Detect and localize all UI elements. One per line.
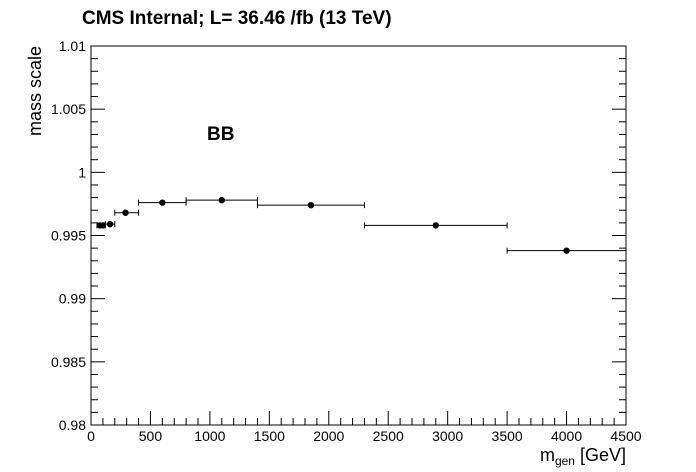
- y-tick-label: 1: [78, 164, 86, 180]
- data-point: [506, 247, 627, 254]
- data-marker: [99, 222, 107, 229]
- data-marker: [159, 199, 166, 206]
- x-axis-title-main: m: [540, 445, 555, 465]
- data-point: [114, 209, 140, 216]
- y-tick-label: 1.005: [51, 101, 86, 117]
- x-tick-label: 0: [87, 428, 95, 444]
- x-tick-label: 1000: [194, 428, 225, 444]
- data-point: [256, 201, 365, 209]
- y-tick-label: 0.985: [51, 354, 86, 370]
- x-tick-label: 4000: [551, 428, 582, 444]
- data-marker: [307, 201, 315, 209]
- x-tick-label: 3000: [432, 428, 463, 444]
- y-tick-label: 1.01: [59, 38, 86, 54]
- x-tick-label: 1500: [254, 428, 285, 444]
- x-tick-label: 4500: [610, 428, 641, 444]
- x-axis: 0 500 1000 1500 2000 2500 3000 3500 4000 4500: [87, 411, 642, 444]
- x-tick-label: 2000: [313, 428, 344, 444]
- x-axis-title-unit: [GeV]: [575, 445, 626, 465]
- x-axis-title-sub: gen: [555, 454, 575, 468]
- x-axis-title: mgen [GeV]: [540, 445, 626, 468]
- data-marker: [218, 196, 225, 204]
- plot-frame: [90, 45, 627, 426]
- data-point: [138, 199, 187, 206]
- region-annotation: BB: [207, 124, 234, 145]
- data-point: [185, 196, 258, 204]
- data-marker: [563, 247, 570, 254]
- data-marker: [106, 220, 114, 228]
- y-tick-label: 0.995: [51, 228, 86, 244]
- x-tick-label: 2500: [373, 428, 404, 444]
- data-marker: [122, 209, 129, 216]
- data-point: [363, 222, 508, 229]
- y-tick-label: 0.99: [59, 291, 86, 307]
- y-tick-label: 0.98: [59, 417, 86, 433]
- data-series: [96, 196, 627, 254]
- x-tick-label: 3500: [492, 428, 523, 444]
- y-axis: 0.98 0.985 0.99 0.995 1 1.005 1.01: [51, 38, 626, 433]
- y-axis-title: mass scale: [25, 46, 45, 136]
- data-point: [104, 220, 116, 228]
- data-marker: [432, 222, 439, 229]
- x-tick-label: 500: [139, 428, 163, 444]
- chart-title: CMS Internal; L= 36.46 /fb (13 TeV): [82, 8, 392, 29]
